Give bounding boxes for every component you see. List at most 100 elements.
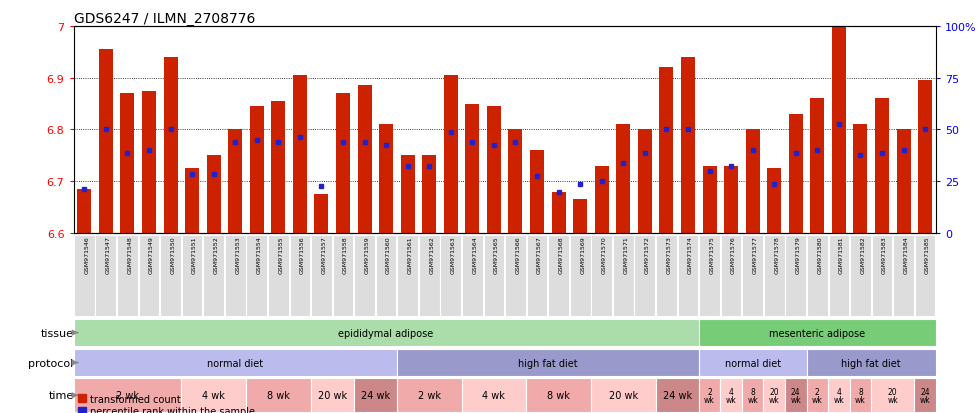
Text: GSM971546: GSM971546: [84, 236, 89, 274]
FancyBboxPatch shape: [850, 378, 871, 412]
Text: 4
wk: 4 wk: [726, 387, 736, 404]
Bar: [573, 200, 587, 233]
Text: GSM971574: GSM971574: [688, 236, 693, 274]
FancyBboxPatch shape: [74, 235, 95, 316]
FancyBboxPatch shape: [785, 235, 807, 316]
Text: GSM971576: GSM971576: [731, 236, 736, 274]
Text: GSM971562: GSM971562: [429, 236, 434, 274]
Text: GSM971565: GSM971565: [494, 236, 499, 273]
FancyBboxPatch shape: [914, 235, 936, 316]
Text: GSM971566: GSM971566: [515, 236, 520, 273]
FancyBboxPatch shape: [871, 235, 893, 316]
FancyBboxPatch shape: [591, 378, 656, 412]
Bar: [616, 125, 630, 233]
Text: GSM971561: GSM971561: [408, 236, 413, 273]
FancyBboxPatch shape: [893, 235, 914, 316]
FancyBboxPatch shape: [354, 235, 375, 316]
FancyBboxPatch shape: [95, 235, 117, 316]
Text: 4
wk: 4 wk: [834, 387, 844, 404]
Text: GSM971559: GSM971559: [365, 236, 369, 274]
Text: mesenteric adipose: mesenteric adipose: [769, 328, 865, 338]
Bar: [530, 151, 544, 233]
Bar: [918, 81, 932, 233]
FancyBboxPatch shape: [612, 235, 634, 316]
Text: GSM971583: GSM971583: [882, 236, 887, 274]
FancyBboxPatch shape: [591, 235, 612, 316]
Text: 24
wk: 24 wk: [791, 387, 801, 404]
Text: normal diet: normal diet: [207, 358, 264, 368]
Text: GSM971547: GSM971547: [106, 236, 111, 274]
Text: time: time: [48, 390, 74, 400]
Text: GSM971550: GSM971550: [171, 236, 175, 273]
Bar: [595, 166, 609, 233]
Text: 8
wk: 8 wk: [856, 387, 865, 404]
Text: GDS6247 / ILMN_2708776: GDS6247 / ILMN_2708776: [74, 12, 255, 26]
FancyBboxPatch shape: [181, 378, 246, 412]
Text: 8
wk: 8 wk: [748, 387, 758, 404]
FancyBboxPatch shape: [418, 235, 440, 316]
Text: GSM971573: GSM971573: [666, 236, 671, 274]
Bar: [99, 50, 113, 233]
FancyBboxPatch shape: [677, 235, 699, 316]
FancyBboxPatch shape: [763, 378, 785, 412]
Bar: [767, 169, 781, 233]
Text: GSM971575: GSM971575: [710, 236, 714, 274]
Bar: [724, 166, 738, 233]
Text: 8 wk: 8 wk: [267, 390, 290, 400]
Text: protocol: protocol: [28, 358, 74, 368]
FancyBboxPatch shape: [807, 378, 828, 412]
FancyBboxPatch shape: [871, 378, 914, 412]
Text: 20 wk: 20 wk: [318, 390, 347, 400]
FancyBboxPatch shape: [828, 235, 850, 316]
Text: GSM971577: GSM971577: [753, 236, 758, 274]
Text: GSM971558: GSM971558: [343, 236, 348, 273]
Text: high fat diet: high fat diet: [518, 358, 577, 368]
Bar: [660, 68, 673, 233]
Text: GSM971553: GSM971553: [235, 236, 240, 274]
Text: GSM971564: GSM971564: [472, 236, 477, 274]
FancyBboxPatch shape: [807, 235, 828, 316]
Text: GSM971582: GSM971582: [860, 236, 865, 274]
Text: high fat diet: high fat diet: [842, 358, 901, 368]
FancyBboxPatch shape: [181, 235, 203, 316]
FancyBboxPatch shape: [548, 235, 569, 316]
Bar: [121, 94, 134, 233]
Bar: [810, 99, 824, 233]
Bar: [77, 190, 91, 233]
FancyBboxPatch shape: [332, 235, 354, 316]
FancyBboxPatch shape: [483, 235, 505, 316]
Text: GSM971581: GSM971581: [839, 236, 844, 273]
Text: 2 wk: 2 wk: [116, 390, 139, 400]
Bar: [832, 27, 846, 233]
Text: GSM971563: GSM971563: [451, 236, 456, 274]
Text: GSM971585: GSM971585: [925, 236, 930, 273]
Text: GSM971560: GSM971560: [386, 236, 391, 273]
FancyBboxPatch shape: [138, 235, 160, 316]
FancyBboxPatch shape: [742, 378, 763, 412]
Bar: [315, 195, 328, 233]
Text: 4 wk: 4 wk: [202, 390, 225, 400]
Bar: [681, 58, 695, 233]
Text: 2
wk: 2 wk: [705, 387, 714, 404]
FancyBboxPatch shape: [246, 378, 311, 412]
FancyBboxPatch shape: [526, 235, 548, 316]
Bar: [293, 76, 307, 233]
Text: GSM971569: GSM971569: [580, 236, 585, 274]
FancyBboxPatch shape: [397, 235, 418, 316]
FancyBboxPatch shape: [74, 378, 181, 412]
Bar: [875, 99, 889, 233]
FancyBboxPatch shape: [699, 378, 720, 412]
Text: 4 wk: 4 wk: [482, 390, 506, 400]
FancyBboxPatch shape: [699, 235, 720, 316]
FancyBboxPatch shape: [375, 235, 397, 316]
Text: GSM971548: GSM971548: [127, 236, 132, 274]
Text: 8 wk: 8 wk: [547, 390, 570, 400]
Bar: [401, 156, 415, 233]
FancyBboxPatch shape: [160, 235, 181, 316]
Text: GSM971584: GSM971584: [904, 236, 908, 274]
Text: GSM971557: GSM971557: [321, 236, 326, 274]
FancyBboxPatch shape: [462, 378, 526, 412]
Text: normal diet: normal diet: [724, 358, 781, 368]
Bar: [271, 102, 285, 233]
Bar: [897, 130, 910, 233]
